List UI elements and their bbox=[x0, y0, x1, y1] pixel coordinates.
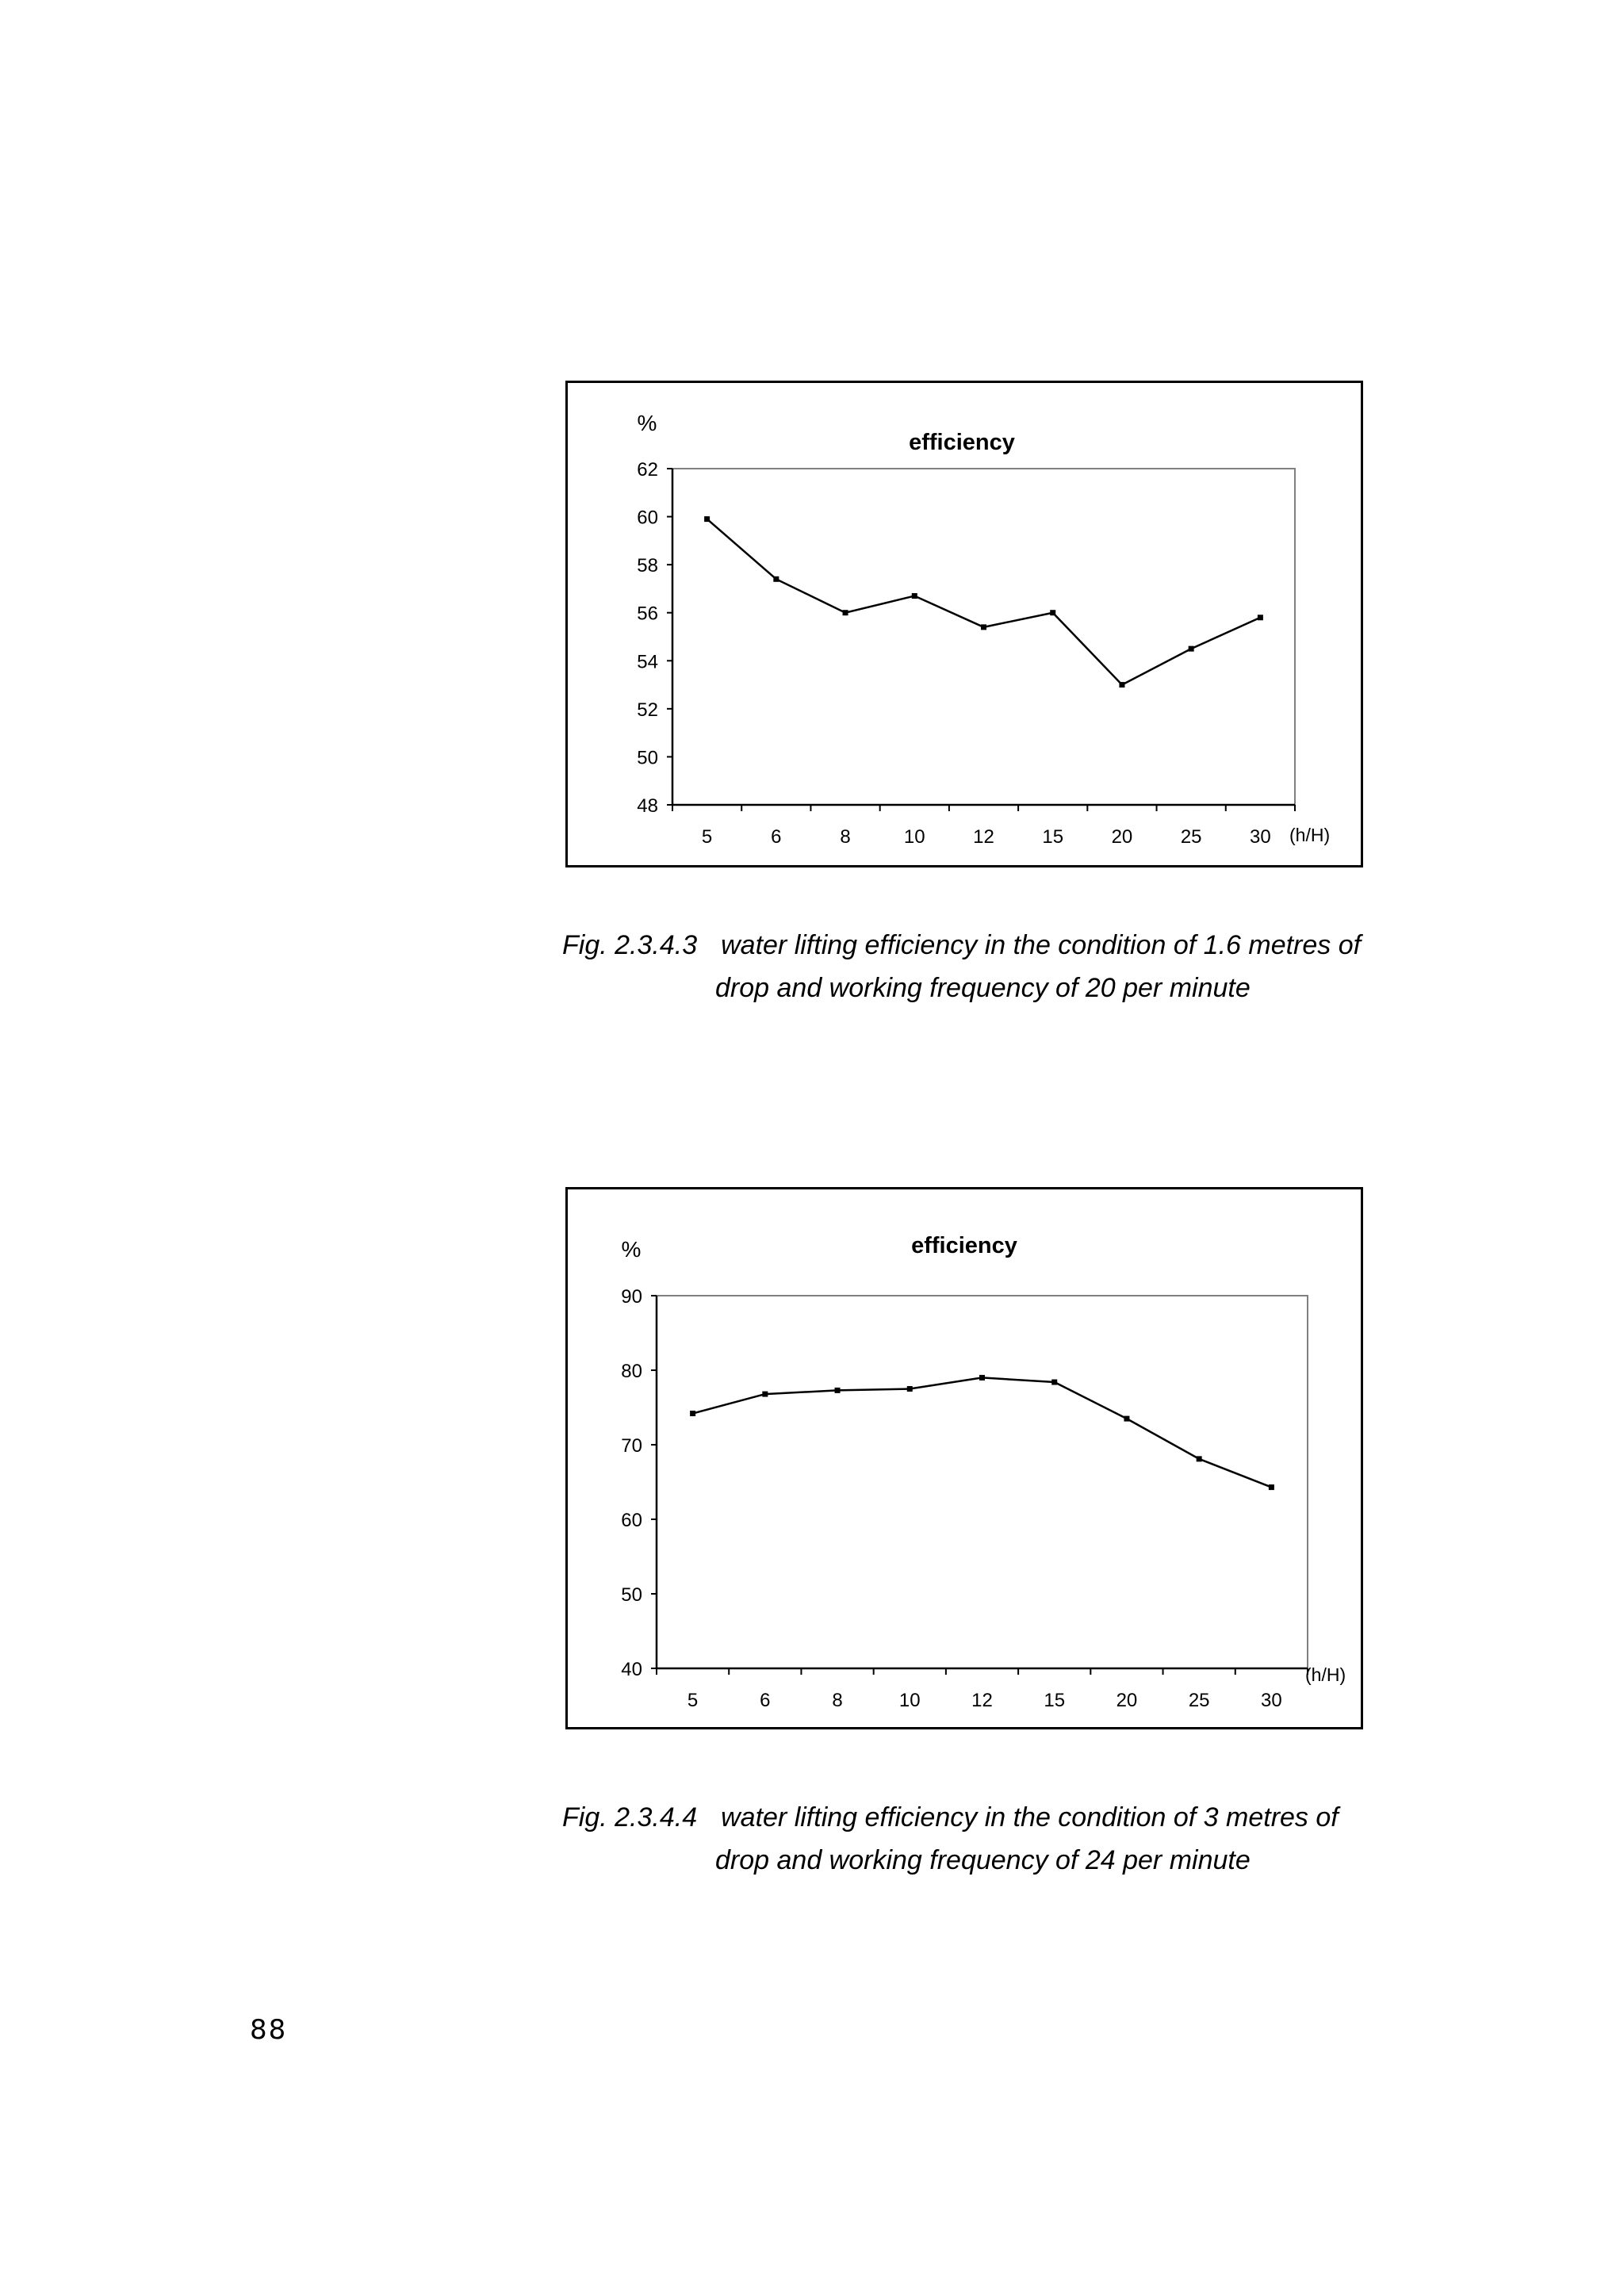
chart2-y-tick-label: 70 bbox=[621, 1435, 642, 1457]
page-number: 88 bbox=[250, 2014, 288, 2046]
chart-efficiency-2: 40 50 60 70 80 90 5 6 8 10 12 15 20 25 30 efficiency% (h… bbox=[565, 1187, 1363, 1729]
chart1-x-tick-label: 30 bbox=[1250, 826, 1271, 848]
chart1-data-point bbox=[1050, 610, 1056, 616]
chart1-y-tick-label: 56 bbox=[637, 603, 658, 625]
chart1-x-tick-label: 25 bbox=[1181, 826, 1202, 848]
figure-caption-2: Fig. 2.3.4.4 water lifting efficiency in … bbox=[562, 1796, 1339, 1882]
chart2-x-tick-label: 30 bbox=[1261, 1690, 1282, 1711]
chart2-data-point bbox=[1196, 1456, 1202, 1462]
chart1-data-point bbox=[1188, 645, 1194, 652]
chart2-x-tick-label: 8 bbox=[832, 1690, 842, 1711]
chart2-y-tick-label: 60 bbox=[621, 1510, 642, 1531]
chart1-y-tick-label: 62 bbox=[637, 459, 658, 481]
chart2-data-point bbox=[690, 1411, 696, 1417]
chart1-x-axis-label: (h/H) bbox=[1289, 825, 1330, 845]
chart2-title: efficiency bbox=[911, 1233, 1017, 1258]
chart2-x-tick-label: 15 bbox=[1044, 1690, 1065, 1711]
chart2-y-tick-label: 80 bbox=[621, 1361, 642, 1382]
chart2-data-point bbox=[906, 1386, 913, 1392]
chart1-x-tick-label: 20 bbox=[1112, 826, 1133, 848]
chart1-data-point bbox=[773, 576, 779, 582]
chart2-data-point bbox=[1268, 1484, 1274, 1491]
chart1-x-tick-label: 8 bbox=[840, 826, 850, 848]
chart2-x-tick-label: 12 bbox=[971, 1690, 993, 1711]
caption-number: Fig. 2.3.4.4 bbox=[562, 1802, 698, 1833]
chart2-data-point bbox=[1051, 1379, 1058, 1385]
chart1-x-tick-label: 12 bbox=[973, 826, 994, 848]
chart2-y-tick-label: 90 bbox=[621, 1286, 642, 1308]
chart2-y-axis-label: % bbox=[622, 1237, 642, 1262]
chart1-x-tick-label: 10 bbox=[904, 826, 925, 848]
chart2-x-tick-label: 10 bbox=[899, 1690, 921, 1711]
chart1-series-line bbox=[706, 518, 1261, 687]
chart1-y-tick-label: 50 bbox=[637, 747, 658, 768]
chart1-y-tick-label: 58 bbox=[637, 555, 658, 576]
chart1-data-point bbox=[1257, 615, 1263, 621]
chart1-data-point bbox=[704, 516, 710, 523]
chart1-y-tick-label: 60 bbox=[637, 507, 658, 529]
chart1-y-axis-label: % bbox=[638, 411, 657, 435]
caption-line2: drop and working frequency of 20 per min… bbox=[715, 973, 1251, 1003]
chart2-x-tick-label: 25 bbox=[1189, 1690, 1210, 1711]
chart2-y-tick-label: 40 bbox=[621, 1659, 642, 1680]
chart1-data-point bbox=[911, 593, 917, 599]
chart1-y-tick-label: 52 bbox=[637, 699, 658, 721]
chart2-data-point bbox=[834, 1387, 841, 1393]
caption-line2: drop and working frequency of 24 per min… bbox=[715, 1845, 1251, 1875]
chart2-y-tick-label: 50 bbox=[621, 1584, 642, 1606]
chart1-plot-area bbox=[672, 468, 1296, 806]
chart2-x-tick-label: 20 bbox=[1116, 1690, 1138, 1711]
caption-number: Fig. 2.3.4.3 bbox=[562, 930, 698, 960]
chart2-x-axis-label: (h/H) bbox=[1305, 1664, 1346, 1685]
figure-caption-1: Fig. 2.3.4.3 water lifting efficiency in … bbox=[562, 924, 1361, 1009]
chart1-data-point bbox=[981, 624, 986, 630]
chart1-y-tick-label: 48 bbox=[637, 795, 658, 817]
chart-svg-2: 40 50 60 70 80 90 5 6 8 10 12 15 20 25 30 efficiency% (h… bbox=[621, 1233, 1346, 1711]
chart2-data-point bbox=[762, 1391, 768, 1397]
chart2-data-point bbox=[979, 1374, 985, 1381]
chart1-data-point bbox=[1119, 682, 1125, 688]
chart1-x-tick-label: 6 bbox=[771, 826, 781, 848]
chart2-data-point bbox=[1124, 1415, 1130, 1422]
chart2-series-line bbox=[692, 1377, 1272, 1488]
caption-line1: water lifting efficiency in the conditio… bbox=[721, 1802, 1339, 1833]
chart1-x-tick-label: 15 bbox=[1042, 826, 1063, 848]
chart1-title: efficiency bbox=[909, 430, 1015, 455]
chart-efficiency-1: 48 50 52 54 56 58 60 62 5 6 8 10 12 15 20 25 30 efficienc… bbox=[565, 381, 1363, 867]
chart1-y-tick-label: 54 bbox=[637, 651, 658, 672]
chart2-x-tick-label: 5 bbox=[688, 1690, 698, 1711]
chart1-x-tick-label: 5 bbox=[702, 826, 712, 848]
caption-line1: water lifting efficiency in the conditio… bbox=[721, 930, 1362, 960]
chart2-plot-area bbox=[656, 1295, 1308, 1669]
chart1-data-point bbox=[842, 610, 848, 616]
chart2-x-tick-label: 6 bbox=[760, 1690, 770, 1711]
